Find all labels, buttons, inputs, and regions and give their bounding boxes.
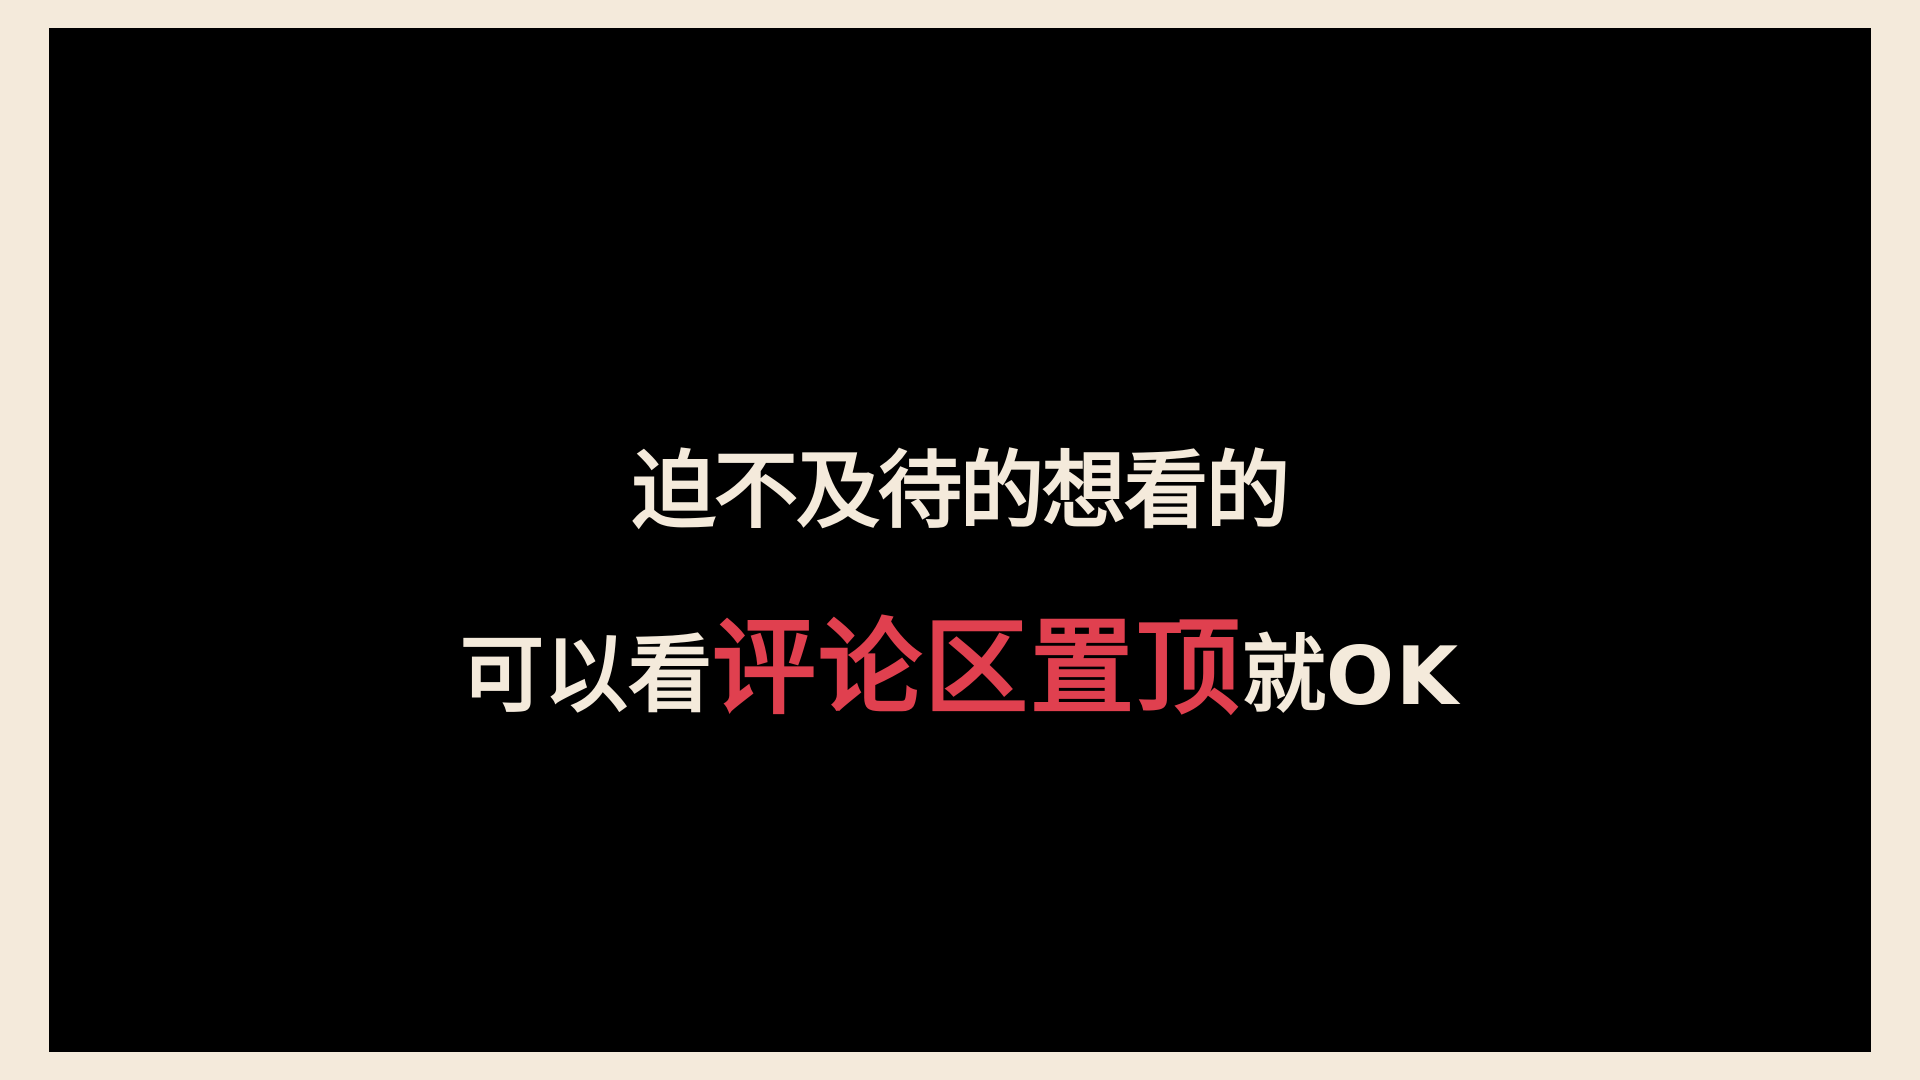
caption-text-before: 可以看 <box>459 626 712 724</box>
caption-text-ok: OK <box>1326 630 1461 723</box>
video-frame: 迫不及待的想看的 可以看评论区置顶就OK <box>49 28 1871 1052</box>
caption-text-after: 就 <box>1242 626 1327 724</box>
caption-highlight-pinned-comment: 评论区置顶 <box>711 607 1242 729</box>
caption-line-2: 可以看评论区置顶就OK <box>49 603 1871 764</box>
caption-line-1: 迫不及待的想看的 <box>631 442 1290 540</box>
